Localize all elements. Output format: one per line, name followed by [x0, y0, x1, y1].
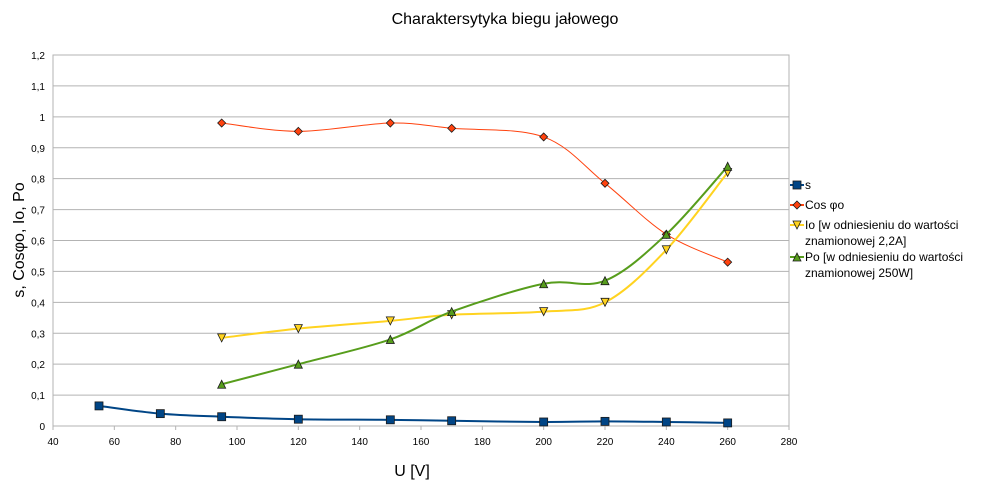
- y-tick-label: 0,3: [31, 329, 45, 340]
- data-point: [723, 418, 733, 428]
- data-point: [723, 161, 733, 171]
- legend-label: znamionowej 250W]: [805, 266, 913, 280]
- gridlines: [53, 54, 789, 396]
- data-point: [94, 401, 104, 411]
- plot-area-border: [52, 54, 790, 427]
- legend-marker: [792, 220, 802, 230]
- x-tick-label: 280: [781, 437, 798, 448]
- x-tick-label: 200: [535, 437, 552, 448]
- series-1: [217, 118, 733, 267]
- data-point: [385, 316, 395, 326]
- series-2: [217, 168, 733, 343]
- legend-entry: Io [w odniesieniu do wartości znamionowej…: [790, 218, 958, 248]
- legend-label: Cos φo: [805, 198, 844, 212]
- y-axis-label: s, Cosφo, Io, Po: [11, 182, 28, 297]
- x-tick-label: 180: [474, 437, 491, 448]
- legend-marker: [792, 252, 802, 262]
- series-line: [221, 171, 729, 339]
- x-tick-label: 140: [351, 437, 368, 448]
- data-point: [600, 178, 610, 188]
- data-point: [600, 416, 610, 426]
- tick-labels: 0 0,1 0,2 0,3 0,4 0,5 0,6 0,7 0,8 0,9 1 1,1 1,2 40 60 8…: [31, 51, 798, 448]
- series-layer: [94, 118, 733, 428]
- data-point: [293, 126, 303, 136]
- data-point: [661, 245, 671, 255]
- legend-entry: Po [w odniesieniu do wartości znamionowej…: [790, 250, 963, 280]
- legend-label: Io [w odniesieniu do wartości: [805, 218, 958, 232]
- data-point: [661, 417, 671, 427]
- x-tick-label: 60: [109, 437, 121, 448]
- legend-label: s: [805, 178, 811, 192]
- y-tick-label: 0,5: [31, 267, 45, 278]
- axes: [52, 54, 790, 430]
- data-point: [293, 414, 303, 424]
- data-point: [600, 275, 610, 286]
- series-line: [221, 165, 729, 386]
- legend-entry: s: [790, 178, 811, 192]
- legend-label: znamionowej 2,2A]: [805, 234, 906, 248]
- chart-title: Charaktersytyka biegu jałowego: [392, 11, 619, 28]
- y-tick-label: 0: [39, 422, 45, 433]
- series-line: [98, 404, 728, 424]
- y-tick-label: 0,1: [31, 391, 45, 402]
- data-point: [217, 118, 227, 128]
- data-point: [600, 297, 610, 308]
- data-point: [539, 132, 549, 142]
- data-point: [293, 359, 303, 369]
- x-tick-label: 160: [413, 437, 430, 448]
- y-tick-label: 1,2: [31, 51, 45, 62]
- y-tick-label: 1,1: [31, 82, 45, 93]
- x-tick-label: 40: [47, 437, 59, 448]
- data-point: [661, 229, 671, 239]
- x-tick-label: 260: [719, 437, 736, 448]
- x-tick-label: 240: [658, 437, 675, 448]
- legend: s Cos φo Io [w odniesieniu do wartości znam…: [790, 178, 963, 280]
- legend-marker: [792, 180, 802, 190]
- data-point: [447, 123, 457, 133]
- data-point: [293, 324, 303, 334]
- data-point: [447, 416, 457, 426]
- legend-entry: Cos φo: [790, 198, 844, 212]
- series-0: [94, 401, 733, 428]
- data-point: [539, 307, 549, 317]
- y-tick-label: 0,2: [31, 360, 45, 371]
- y-tick-label: 0,9: [31, 144, 45, 155]
- x-axis-label: U [V]: [394, 463, 430, 480]
- data-point: [539, 278, 549, 289]
- y-tick-label: 0,8: [31, 175, 45, 186]
- data-point: [217, 333, 227, 343]
- y-tick-label: 0,6: [31, 237, 45, 248]
- series-line: [221, 122, 728, 263]
- x-tick-label: 120: [290, 437, 307, 448]
- data-point: [539, 417, 549, 427]
- data-point: [217, 412, 227, 422]
- y-tick-label: 0,7: [31, 206, 45, 217]
- data-point: [385, 415, 395, 425]
- data-point: [155, 409, 165, 419]
- x-tick-label: 220: [597, 437, 614, 448]
- data-point: [447, 306, 457, 317]
- data-point: [217, 379, 227, 389]
- data-point: [723, 257, 733, 267]
- x-tick-label: 100: [229, 437, 246, 448]
- data-point: [385, 118, 395, 128]
- y-tick-label: 1: [39, 113, 45, 124]
- x-tick-label: 80: [170, 437, 182, 448]
- series-3: [217, 161, 733, 389]
- legend-marker: [792, 200, 802, 210]
- data-point: [385, 334, 395, 344]
- legend-label: Po [w odniesieniu do wartości: [805, 250, 963, 264]
- y-tick-label: 0,4: [31, 298, 45, 309]
